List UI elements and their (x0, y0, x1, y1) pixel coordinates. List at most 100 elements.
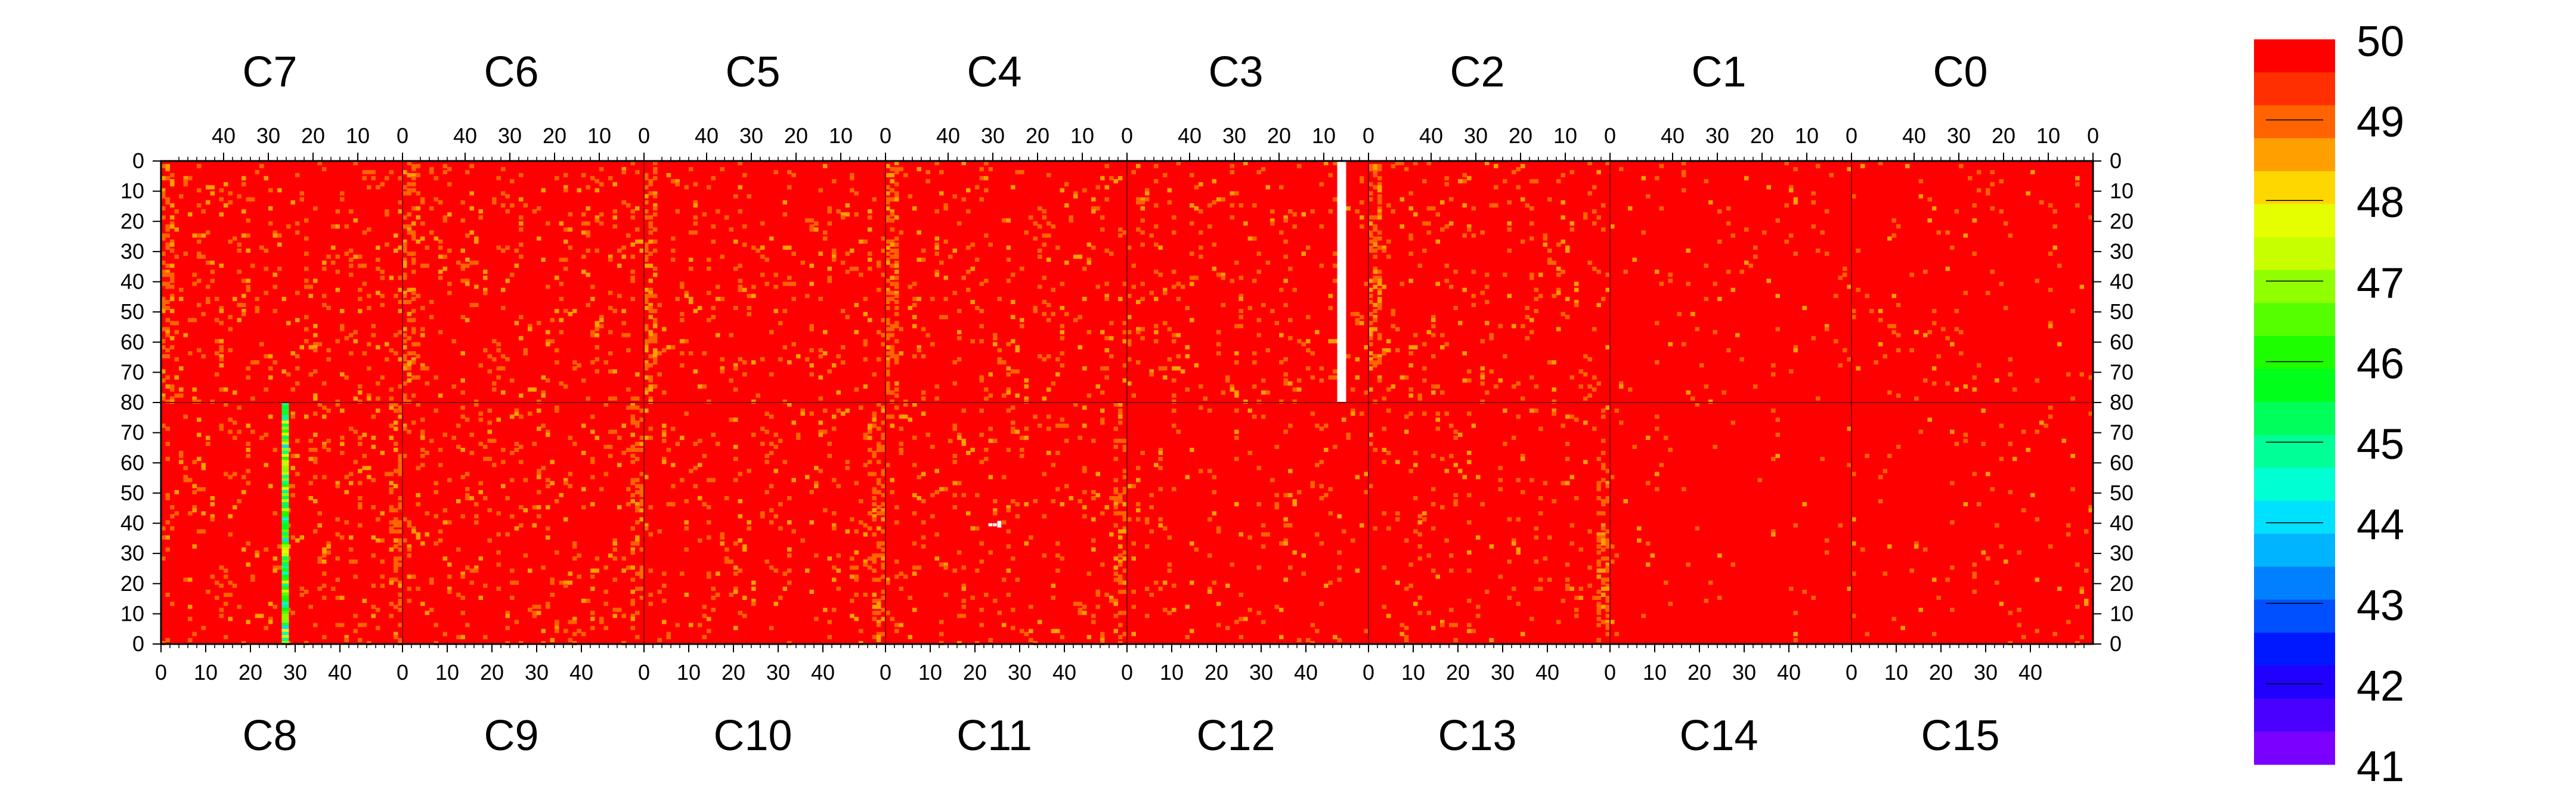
bottom-chip-label: C11 (956, 712, 1032, 760)
heatmap-pixel (796, 432, 801, 437)
heatmap-pixel (425, 532, 429, 537)
heatmap-pixel (224, 182, 228, 187)
heatmap-pixel (1086, 571, 1091, 576)
heatmap-pixel (1015, 369, 1020, 374)
heatmap-pixel (800, 261, 805, 265)
heatmap-pixel (773, 444, 778, 449)
heatmap-pixel (394, 420, 398, 425)
heatmap-pixel (1386, 203, 1391, 208)
heatmap-pixel (1601, 438, 1606, 443)
heatmap-pixel (1122, 502, 1127, 507)
heatmap-pixel (881, 511, 886, 516)
heatmap-pixel (174, 375, 179, 380)
heatmap-pixel (1360, 321, 1364, 326)
heatmap-pixel (344, 520, 349, 525)
heatmap-pixel (952, 481, 957, 485)
heatmap-pixel (434, 408, 438, 413)
heatmap-pixel (165, 493, 170, 497)
top-x-tick-label: 10 (1312, 123, 1336, 148)
heatmap-pixel (653, 357, 658, 362)
heatmap-pixel (407, 251, 411, 256)
heatmap-pixel (572, 640, 577, 646)
heatmap-pixel (644, 264, 649, 268)
heatmap-pixel (402, 366, 407, 371)
heatmap-pixel (434, 481, 438, 485)
bottom-x-tick-label: 10 (918, 660, 942, 685)
heatmap-pixel (1319, 541, 1324, 546)
heatmap-pixel (890, 390, 894, 395)
heatmap-pixel (228, 429, 233, 434)
heatmap-pixel (188, 605, 193, 609)
heatmap-pixel (398, 472, 402, 476)
heatmap-pixel (648, 306, 653, 311)
heatmap-pixel (1923, 333, 1928, 338)
heatmap-pixel (385, 176, 389, 181)
heatmap-pixel (1234, 457, 1239, 462)
heatmap-pixel (711, 224, 716, 229)
heatmap-pixel (1561, 423, 1565, 428)
heatmap-pixel (1113, 511, 1118, 516)
heatmap-pixel (550, 637, 555, 642)
heatmap-pixel (1328, 209, 1333, 214)
heatmap-pixel (407, 399, 411, 404)
heatmap-pixel (1467, 520, 1472, 525)
heatmap-pixel (376, 185, 380, 190)
heatmap-pixel (653, 339, 658, 343)
heatmap-pixel (322, 293, 327, 298)
heatmap-pixel (581, 487, 586, 491)
low-value-column-pixel (281, 405, 289, 409)
heatmap-pixel (1959, 351, 1964, 356)
heatmap-pixel (1015, 429, 1020, 434)
heatmap-pixel (1467, 176, 1472, 181)
heatmap-pixel (1024, 384, 1029, 389)
heatmap-pixel (1346, 206, 1351, 211)
heatmap-pixel (630, 602, 635, 606)
heatmap-pixel (1351, 387, 1355, 392)
heatmap-pixel (1172, 230, 1176, 235)
heatmap-pixel (1556, 290, 1561, 295)
heatmap-pixel (170, 387, 175, 392)
heatmap-pixel (273, 360, 277, 365)
heatmap-pixel (1091, 245, 1096, 250)
colorbar-label: 42 (2357, 662, 2404, 710)
heatmap-pixel (411, 529, 416, 534)
heatmap-pixel (1382, 351, 1386, 356)
heatmap-pixel (1060, 417, 1064, 422)
heatmap-pixel (1449, 284, 1454, 289)
heatmap-pixel (1288, 565, 1293, 570)
heatmap-pixel (411, 182, 416, 187)
heatmap-pixel (442, 267, 447, 271)
heatmap-pixel (1413, 333, 1418, 338)
heatmap-pixel (1775, 454, 1780, 459)
heatmap-pixel (1596, 484, 1601, 488)
heatmap-pixel (720, 532, 724, 537)
heatmap-pixel (1042, 472, 1046, 476)
heatmap-pixel (1261, 414, 1266, 419)
heatmap-pixel (1596, 596, 1601, 600)
heatmap-pixel (429, 315, 434, 320)
heatmap-pixel (161, 191, 166, 196)
heatmap-pixel (630, 414, 635, 419)
heatmap-pixel (219, 565, 224, 570)
heatmap-pixel (1914, 541, 1919, 546)
heatmap-pixel (398, 457, 402, 462)
heatmap-pixel (1605, 620, 1610, 624)
heatmap-pixel (474, 502, 479, 507)
heatmap-pixel (1368, 484, 1373, 488)
heatmap-pixel (165, 330, 170, 335)
heatmap-pixel (442, 164, 447, 169)
heatmap-pixel (1382, 460, 1386, 465)
heatmap-pixel (304, 339, 309, 343)
heatmap-pixel (246, 620, 250, 624)
heatmap-pixel (242, 312, 246, 317)
heatmap-pixel (1462, 179, 1467, 184)
heatmap-pixel (1945, 267, 1950, 271)
heatmap-pixel (183, 333, 188, 338)
heatmap-pixel (510, 414, 515, 419)
heatmap-pixel (559, 318, 564, 323)
heatmap-pixel (872, 414, 877, 419)
heatmap-pixel (1623, 270, 1628, 274)
heatmap-pixel (1400, 281, 1404, 286)
heatmap-pixel (1538, 511, 1543, 516)
heatmap-pixel (639, 484, 644, 488)
